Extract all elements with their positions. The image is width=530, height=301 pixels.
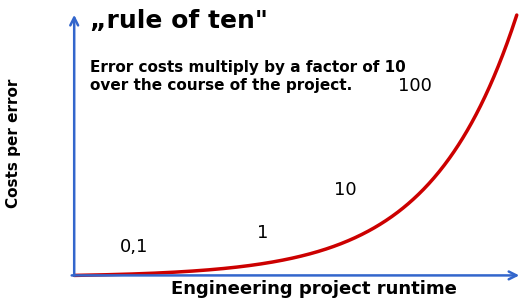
Text: 10: 10 (334, 182, 357, 199)
Text: 1: 1 (257, 224, 268, 242)
Text: Costs per error: Costs per error (6, 79, 21, 208)
Text: 100: 100 (398, 77, 432, 95)
Text: Error costs multiply by a factor of 10
over the course of the project.: Error costs multiply by a factor of 10 o… (90, 60, 406, 93)
Text: Engineering project runtime: Engineering project runtime (171, 280, 457, 298)
Text: 0,1: 0,1 (120, 238, 148, 256)
Text: „rule of ten": „rule of ten" (90, 9, 268, 33)
